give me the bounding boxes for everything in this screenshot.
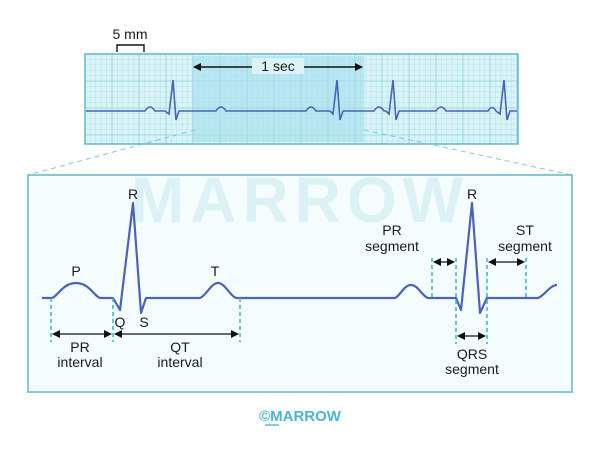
pr-segment-label-line1: PR: [382, 222, 401, 238]
r-wave-label: R: [128, 186, 138, 202]
p-wave-label: P: [71, 263, 80, 279]
zoom-line-left: [27, 129, 196, 176]
ecg-strip: 5 mm 1 sec: [84, 26, 519, 145]
strip-border: [84, 53, 519, 145]
detail-panel: MARROW P Q R S T R PR interval QT interv…: [27, 164, 573, 393]
pr-interval-label-line2: interval: [57, 354, 102, 370]
qt-interval-label-line2: interval: [157, 354, 202, 370]
scale-label: 5 mm: [113, 26, 148, 42]
watermark: MARROW: [131, 164, 469, 236]
pr-interval-label-line1: PR: [70, 339, 89, 355]
st-segment-label-line2: segment: [498, 238, 552, 254]
t-wave-label: T: [211, 263, 220, 279]
detail-frame: [27, 174, 573, 393]
scale-bracket: [116, 44, 145, 52]
r-wave-label-second: R: [467, 186, 477, 202]
detail-trace: [42, 201, 558, 315]
qrs-segment-label-line1: QRS: [457, 346, 487, 362]
one-second-label-bg: [252, 58, 304, 74]
footer-brand: ©MARROW: [259, 408, 342, 425]
s-wave-label: S: [139, 314, 148, 330]
st-segment-label-line1: ST: [516, 222, 534, 238]
pr-segment-label-line2: segment: [365, 238, 419, 254]
qt-interval-label-line1: QT: [170, 339, 190, 355]
qrs-segment-label-line2: segment: [445, 361, 499, 377]
q-wave-label: Q: [115, 314, 126, 330]
interval-guides: [50, 258, 527, 344]
strip-trace: [86, 79, 517, 121]
one-second-label: 1 sec: [261, 58, 294, 74]
